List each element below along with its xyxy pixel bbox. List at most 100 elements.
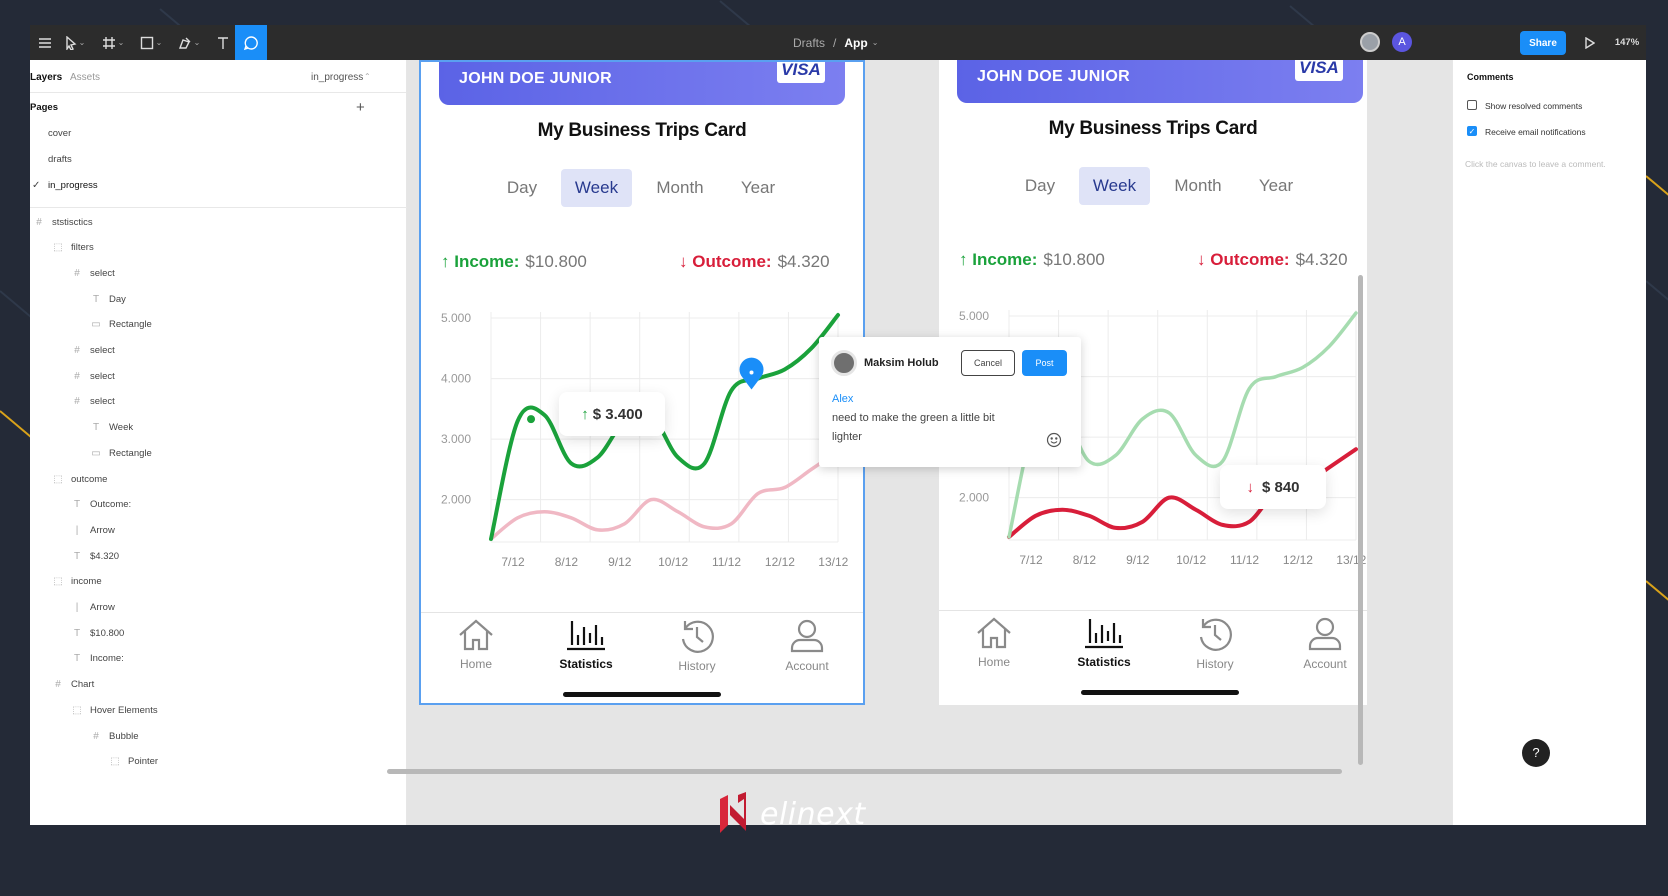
layer-item[interactable]: | Arrow [70, 520, 115, 540]
nav-history-label: History [1196, 657, 1234, 671]
tab-week[interactable]: Week [1079, 167, 1150, 205]
layer-item[interactable]: # select [70, 366, 115, 386]
menu-icon[interactable] [30, 25, 60, 60]
layer-item[interactable]: ▭ Rectangle [89, 315, 152, 335]
nav-statistics[interactable]: Statistics [541, 617, 631, 671]
layer-item[interactable]: # select [70, 392, 115, 412]
add-page-icon[interactable]: + [356, 98, 365, 116]
layer-type-icon: T [73, 653, 81, 665]
x-tick-label: 8/12 [1073, 553, 1097, 567]
layer-item[interactable]: # ststisctics [32, 212, 92, 232]
layer-item[interactable]: | Arrow [70, 598, 115, 618]
zoom-dropdown[interactable]: 147% [1614, 37, 1640, 48]
tab-day[interactable]: Day [1024, 176, 1056, 195]
nav-history[interactable]: History [652, 617, 742, 673]
layer-item[interactable]: ⬚ Hover Elements [70, 700, 157, 720]
layer-item[interactable]: T Outcome: [70, 495, 131, 515]
email-notif-checkbox[interactable]: ✓ [1467, 126, 1477, 136]
bottom-nav-divider [939, 610, 1367, 611]
layer-item[interactable]: # select [70, 263, 115, 283]
nav-statistics[interactable]: Statistics [1059, 615, 1149, 669]
history-icon [681, 620, 714, 653]
frame-tool-button[interactable]: ⌄ [96, 25, 130, 60]
emoji-icon[interactable] [1046, 432, 1062, 448]
screen-title: My Business Trips Card [537, 120, 747, 141]
tab-layers[interactable]: Layers [30, 72, 63, 83]
tab-month[interactable]: Month [656, 178, 704, 197]
nav-home[interactable]: Home [949, 615, 1039, 669]
layer-item[interactable]: T Income: [70, 649, 124, 669]
layer-type-icon: # [74, 345, 80, 356]
nav-account[interactable]: Account [762, 617, 852, 673]
layer-type-icon: T [73, 550, 81, 562]
layer-item[interactable]: ⬚ income [51, 572, 101, 592]
y-tick-label: 2.000 [959, 491, 989, 505]
arrow-down-icon: ↓ [679, 252, 688, 271]
page-item-drafts[interactable]: drafts [48, 153, 72, 165]
post-button[interactable]: Post [1022, 350, 1067, 376]
data-point [527, 415, 536, 424]
avatar-a[interactable]: A [1392, 32, 1412, 52]
phone-frame-2[interactable]: JOHN DOE JUNIOR VISA My Business Trips C… [939, 60, 1367, 705]
phone-frame-1[interactable]: JOHN DOE JUNIOR VISA My Business Trips C… [419, 60, 865, 705]
arrow-up-icon: ↑ [441, 252, 450, 271]
layer-item[interactable]: ▭ Rectangle [89, 443, 152, 463]
layer-item[interactable]: T Week [89, 418, 133, 438]
nav-history[interactable]: History [1170, 615, 1260, 671]
arrow-down-icon: ↓ [1197, 250, 1206, 269]
cancel-button[interactable]: Cancel [961, 350, 1015, 376]
tab-year[interactable]: Year [740, 178, 776, 197]
comments-panel: Comments Show resolved comments ✓ Receiv… [1452, 60, 1646, 825]
tab-year[interactable]: Year [1258, 176, 1294, 195]
vertical-scrollbar[interactable] [1358, 275, 1363, 765]
tab-day[interactable]: Day [506, 178, 538, 197]
comment-text-line1[interactable]: need to make the green a little bit [832, 412, 995, 424]
breadcrumb-parent[interactable]: Drafts [793, 35, 826, 50]
layer-item[interactable]: ⬚ outcome [51, 469, 107, 489]
comments-hint: Click the canvas to leave a comment. [1465, 159, 1606, 169]
x-tick-label: 9/12 [608, 555, 632, 569]
comment-pin-dot [749, 370, 754, 375]
page-item-cover[interactable]: cover [48, 127, 72, 139]
layer-item[interactable]: # Chart [51, 675, 94, 695]
file-name[interactable]: App [844, 35, 868, 50]
shape-tool-button[interactable]: ⌄ [134, 25, 168, 60]
comment-text-line2[interactable]: lighter [832, 431, 862, 443]
account-icon [790, 619, 824, 653]
horizontal-scrollbar[interactable] [387, 769, 1342, 774]
tab-assets[interactable]: Assets [70, 72, 101, 83]
layer-item[interactable]: T $10.800 [70, 623, 124, 643]
nav-account[interactable]: Account [1280, 615, 1367, 671]
arrow-down-icon: ↓ [1246, 478, 1254, 496]
email-notif-label[interactable]: Receive email notifications [1485, 127, 1586, 137]
text-tool-button[interactable] [208, 25, 238, 60]
layer-type-icon: # [74, 267, 80, 279]
page-item-in-progress[interactable]: in_progress [48, 179, 98, 191]
layer-item[interactable]: # select [70, 341, 115, 361]
chevron-up-icon[interactable]: ⌃ [364, 72, 371, 81]
show-resolved-checkbox[interactable] [1467, 100, 1477, 110]
current-page-dropdown[interactable]: in_progress [311, 72, 364, 83]
present-play-icon[interactable] [1578, 25, 1602, 60]
layer-item[interactable]: T Day [89, 289, 126, 309]
y-tick-label: 4.000 [441, 372, 471, 386]
pen-tool-button[interactable]: ⌄ [172, 25, 206, 60]
nav-home[interactable]: Home [431, 617, 521, 671]
show-resolved-label[interactable]: Show resolved comments [1485, 101, 1583, 111]
layer-label: select [90, 345, 115, 356]
visa-logo: VISA [777, 62, 825, 83]
panel-tabs: Layers Assets in_progress ⌃ [30, 60, 406, 93]
layer-item[interactable]: ⬚ Pointer [108, 752, 158, 772]
tab-week[interactable]: Week [561, 169, 632, 207]
bg-stripe-yellow [0, 410, 32, 438]
move-tool-button[interactable]: ⌄ [58, 25, 92, 60]
layer-item[interactable]: ⬚ filters [51, 238, 93, 258]
bar-chart-icon [1085, 619, 1123, 649]
user-avatar[interactable] [1360, 32, 1380, 52]
layer-item[interactable]: T $4.320 [70, 546, 119, 566]
share-button[interactable]: Share [1520, 31, 1566, 55]
layer-item[interactable]: # Bubble [89, 726, 138, 746]
help-button[interactable]: ? [1522, 739, 1550, 767]
tab-month[interactable]: Month [1174, 176, 1222, 195]
comment-tool-button[interactable] [235, 25, 267, 60]
